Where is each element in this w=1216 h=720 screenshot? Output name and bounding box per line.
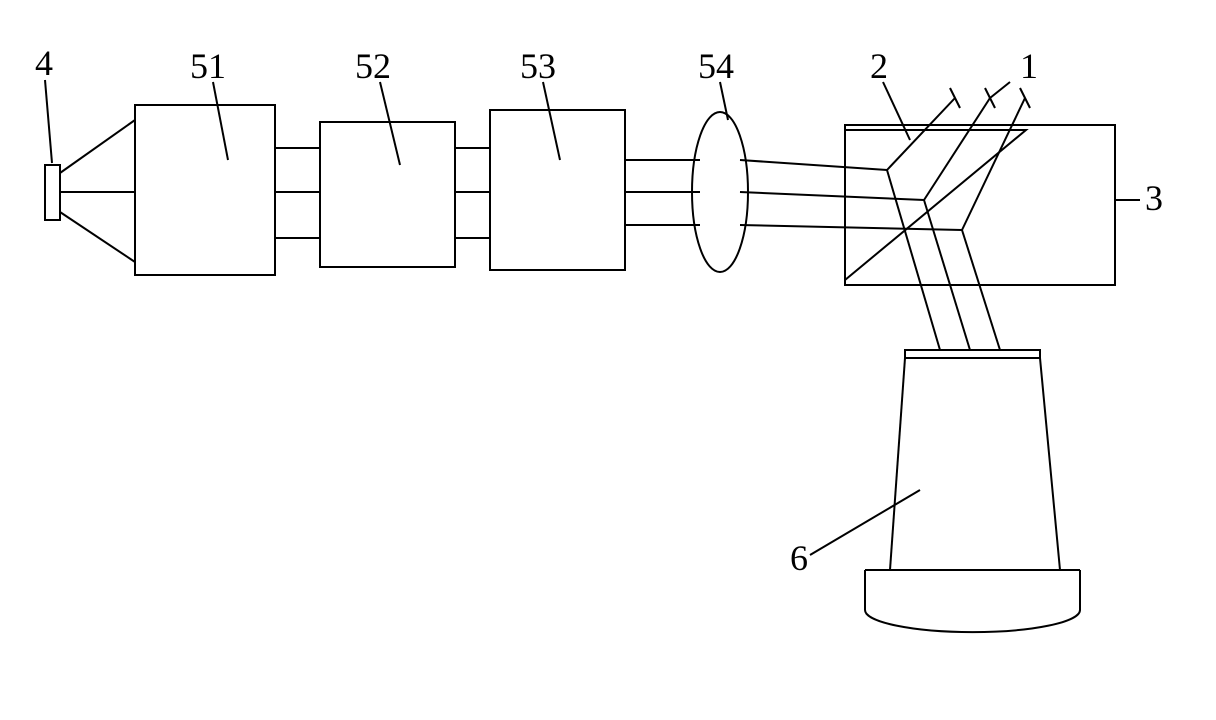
svg-text:4: 4	[35, 43, 53, 83]
svg-text:53: 53	[520, 46, 556, 86]
svg-text:52: 52	[355, 46, 391, 86]
svg-text:54: 54	[698, 46, 734, 86]
svg-text:51: 51	[190, 46, 226, 86]
svg-text:1: 1	[1020, 46, 1038, 86]
svg-text:6: 6	[790, 538, 808, 578]
svg-text:3: 3	[1145, 178, 1163, 218]
svg-text:2: 2	[870, 46, 888, 86]
